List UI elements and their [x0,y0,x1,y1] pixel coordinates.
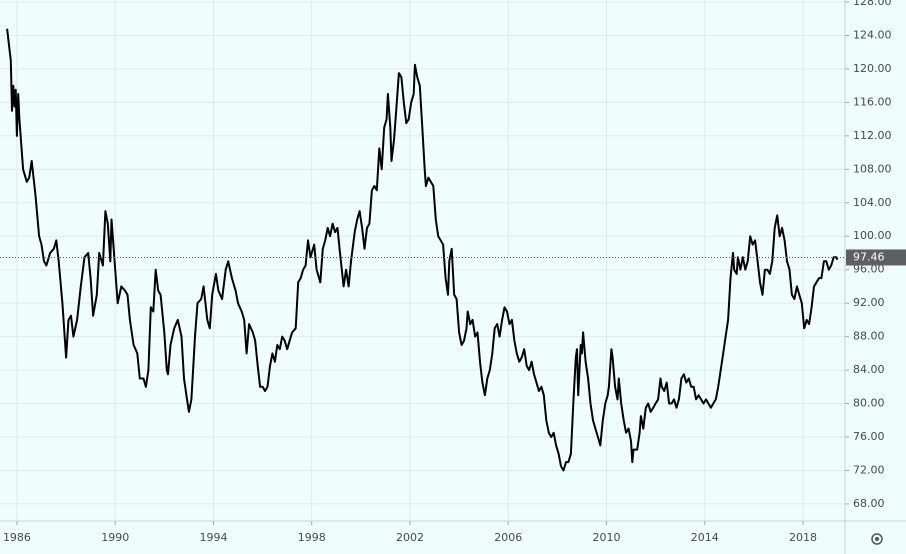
last-price-label: 97.46 [853,250,885,263]
y-tick-label: 112.00 [853,129,892,142]
y-tick-label: 108.00 [853,162,892,175]
y-tick-label: 124.00 [853,28,892,41]
y-tick-label: 96.00 [853,263,885,276]
y-tick-label: 88.00 [853,330,885,343]
x-tick-label: 1990 [101,531,129,544]
last-price-box [846,249,906,266]
y-tick-label: 80.00 [853,397,885,410]
y-tick-label: 92.00 [853,296,885,309]
x-tick-label: 2006 [494,531,522,544]
settings-icon[interactable] [871,533,883,545]
x-tick-label: 1994 [199,531,227,544]
y-tick-label: 104.00 [853,196,892,209]
gear-center[interactable] [875,537,879,541]
gear[interactable] [871,533,883,545]
price-line [6,28,839,472]
x-tick-label: 2014 [691,531,719,544]
y-tick-label: 120.00 [853,62,892,75]
x-tick-label: 2002 [396,531,424,544]
x-tick-label: 1998 [298,531,326,544]
y-tick-label: 68.00 [853,497,885,510]
x-tick-label: 2018 [789,531,817,544]
y-tick-label: 128.00 [853,0,892,8]
y-tick-label: 76.00 [853,430,885,443]
y-tick-label: 116.00 [853,95,892,108]
y-tick-label: 72.00 [853,463,885,476]
x-tick-label: 2010 [592,531,620,544]
y-tick-label: 84.00 [853,363,885,376]
y-tick-label: 100.00 [853,229,892,242]
x-tick-label: 1986 [3,531,31,544]
